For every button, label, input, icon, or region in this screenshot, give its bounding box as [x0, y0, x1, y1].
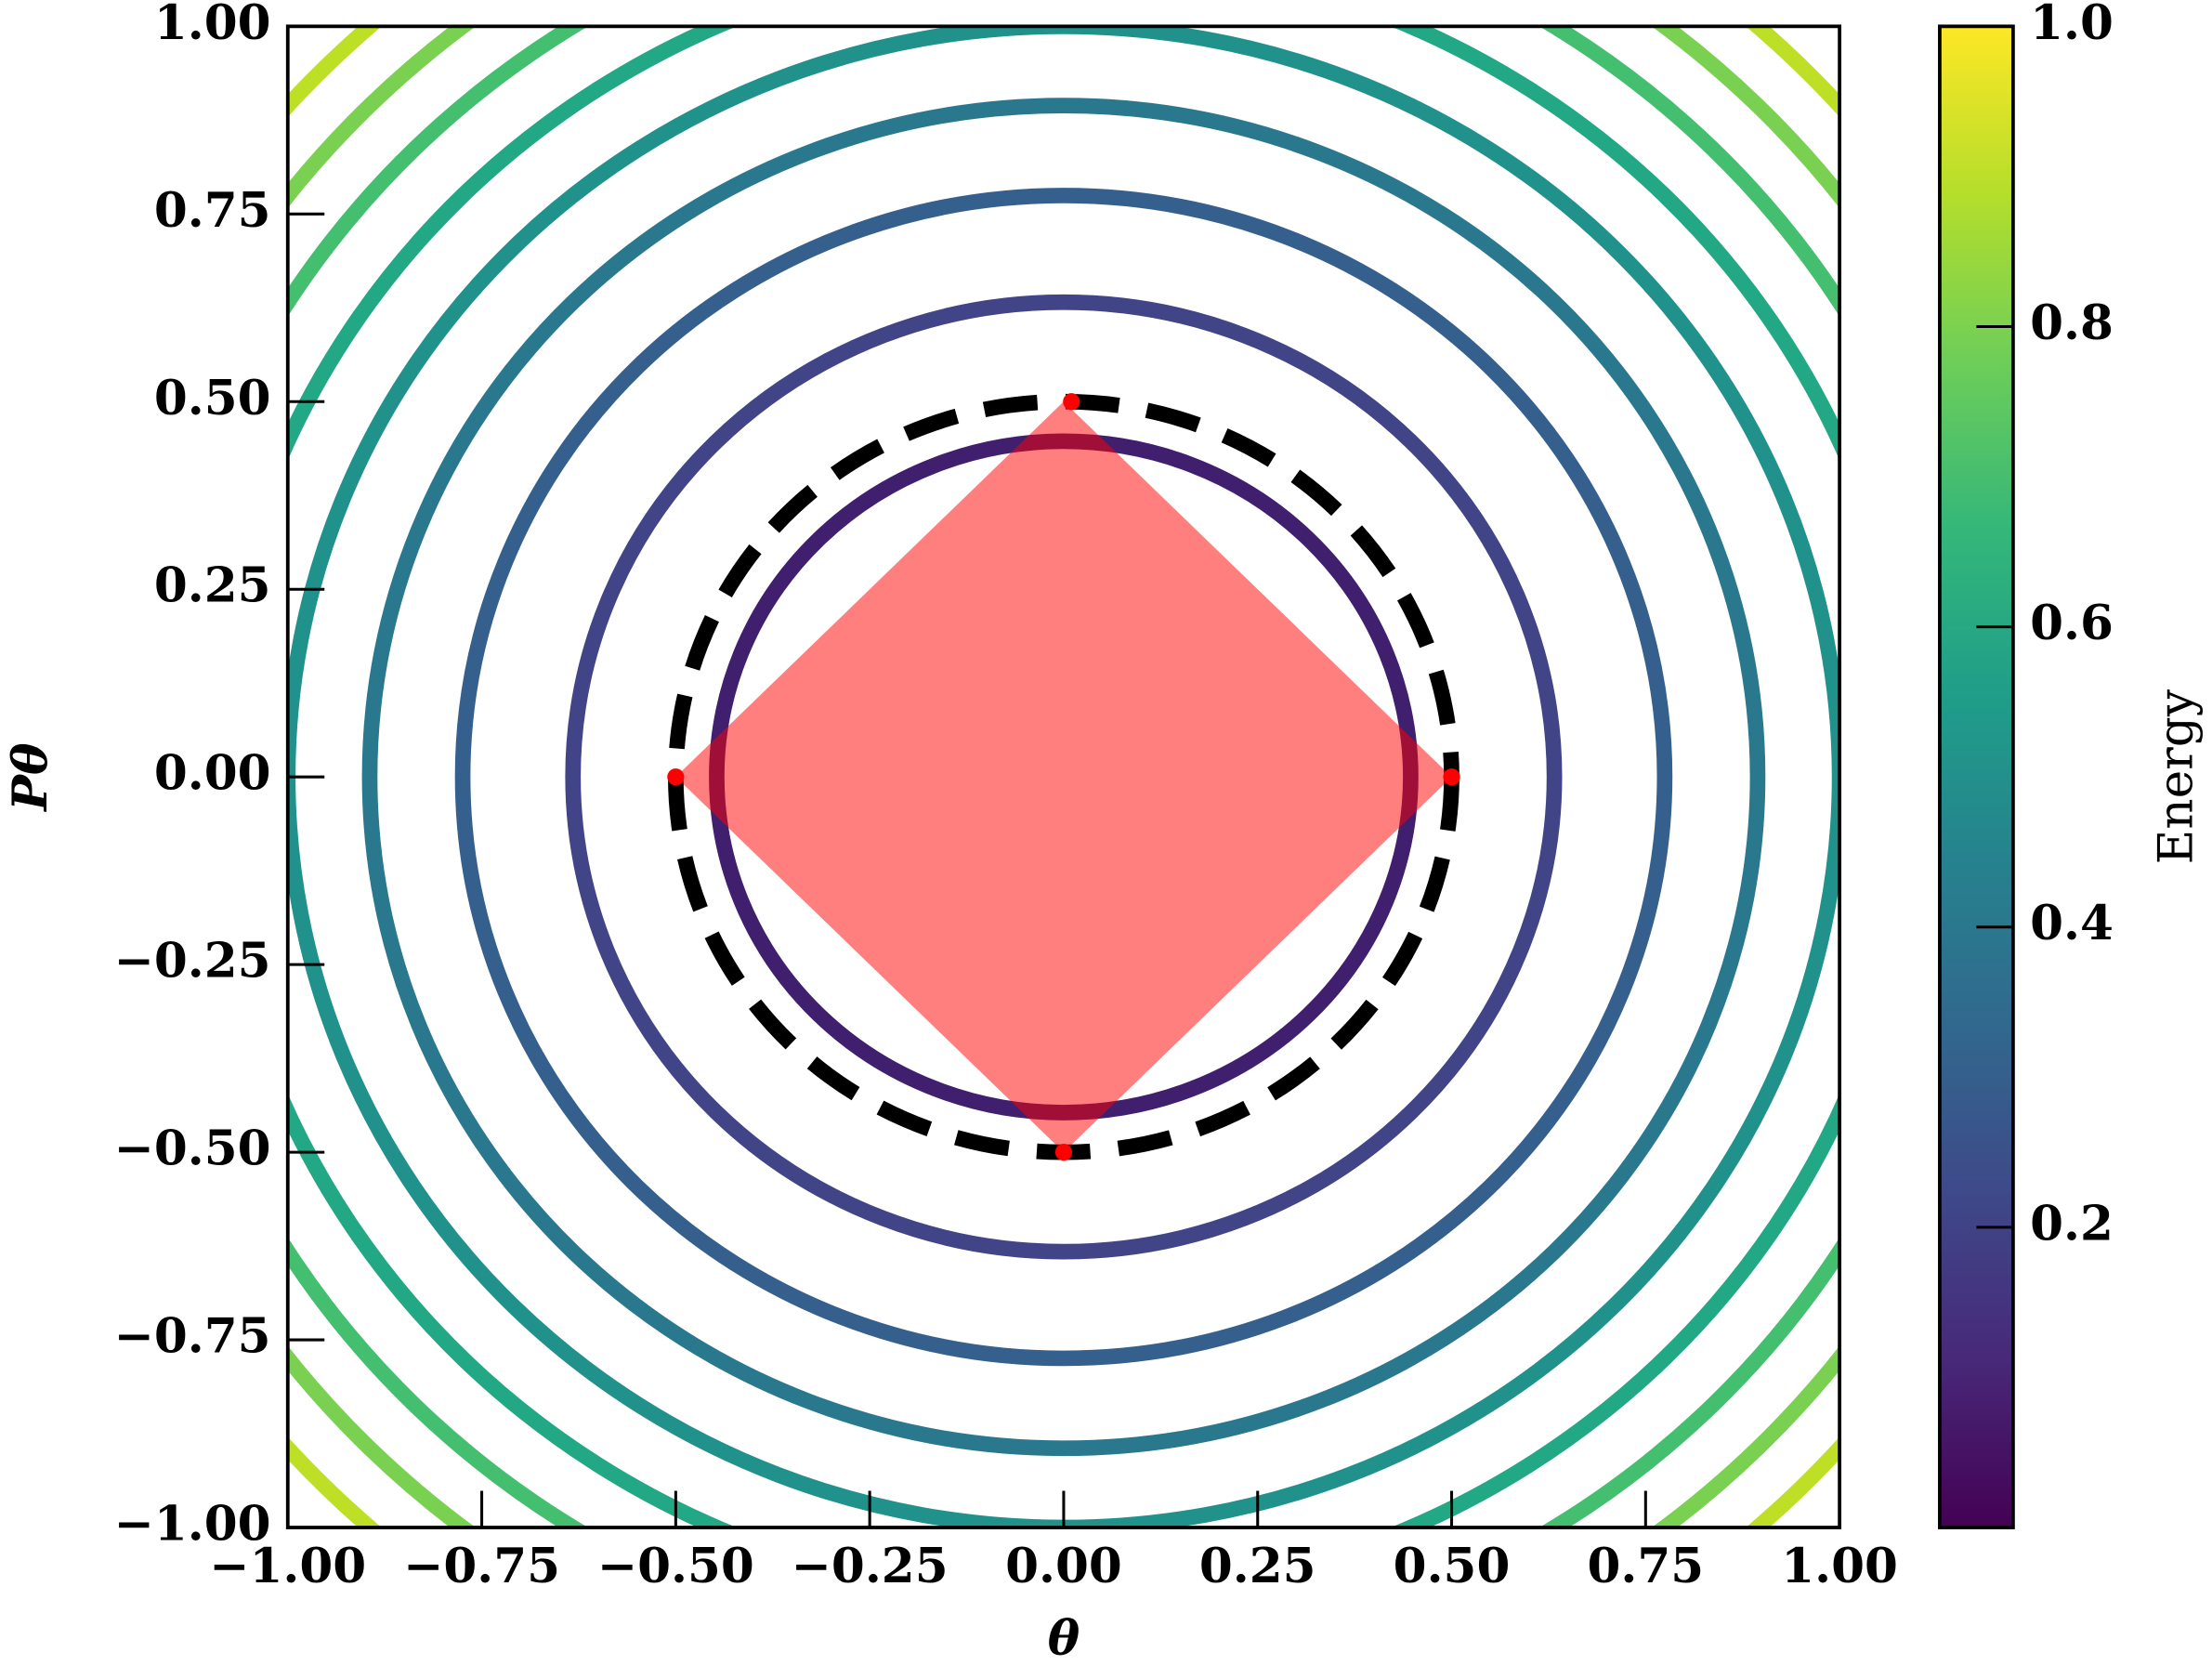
point: [667, 768, 685, 786]
x-tick-label: 0.25: [1199, 1539, 1316, 1594]
y-tick-label: 0.00: [154, 746, 271, 802]
colorbar-tick-label: 0.2: [2030, 1196, 2114, 1252]
point: [1443, 768, 1460, 786]
y-tick-label: −0.25: [114, 934, 271, 990]
y-axis-label: Pθ: [3, 742, 59, 813]
x-tick-label: −0.25: [792, 1539, 949, 1594]
x-tick-label: −0.50: [597, 1539, 754, 1594]
y-tick-label: 0.50: [154, 371, 271, 426]
colorbar-tick-label: 0.6: [2030, 596, 2114, 651]
y-tick-label: 0.25: [154, 558, 271, 614]
point: [1063, 393, 1080, 411]
y-tick-label: 1.00: [154, 0, 271, 51]
contour-line: [454, 188, 1673, 1367]
colorbar-tick-label: 1.0: [2030, 0, 2114, 51]
y-tick-label: 0.75: [154, 183, 271, 239]
y-tick-label: −0.75: [114, 1309, 271, 1365]
colorbar: [1938, 24, 2015, 1529]
x-tick-label: 1.00: [1781, 1539, 1898, 1594]
y-tick-label: −0.50: [114, 1121, 271, 1177]
region: [675, 401, 1452, 1153]
x-axis-label: θ: [1048, 1611, 1080, 1667]
contour-line: [565, 294, 1563, 1260]
x-tick-label: 0.00: [1005, 1539, 1122, 1594]
x-tick-label: −0.75: [403, 1539, 560, 1594]
colorbar-tick-label: 0.8: [2030, 295, 2114, 351]
x-tick-label: −1.00: [209, 1539, 366, 1594]
colorbar-tick-label: 0.4: [2030, 896, 2114, 951]
plot-area: [287, 26, 1840, 1528]
x-tick-label: 0.75: [1587, 1539, 1704, 1594]
point: [1054, 1143, 1073, 1161]
colorbar-label: Energy: [2149, 689, 2205, 864]
contour-line: [361, 98, 1766, 1457]
x-tick-label: 0.50: [1394, 1539, 1511, 1594]
y-tick-label: −1.00: [114, 1497, 271, 1553]
